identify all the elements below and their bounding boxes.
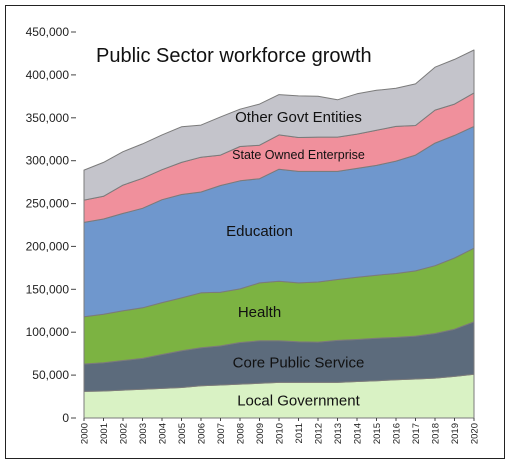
series-label-core-public-service: Core Public Service [233, 354, 365, 371]
x-tick-label: 2010 [275, 423, 286, 444]
x-tick-label: 2019 [450, 423, 461, 444]
x-axis: 2000 2001 2002 2003 2004 2005 2006 2007 2008 2009… [80, 418, 481, 444]
x-tick-label: 2002 [119, 423, 130, 444]
series-label-state-owned-enterprise: State Owned Enterprise [232, 148, 365, 162]
y-tick-label: 350,000 [26, 111, 70, 125]
series-label-local-government: Local Government [237, 393, 360, 410]
x-tick-label: 2001 [99, 423, 110, 444]
y-tick-label: 100,000 [26, 325, 70, 339]
x-tick-label: 2013 [333, 423, 344, 444]
series-label-education: Education [226, 223, 293, 240]
x-tick-label: 2007 [216, 423, 227, 444]
series-label-health: Health [238, 304, 281, 321]
x-tick-label: 2016 [392, 423, 403, 444]
x-tick-label: 2017 [411, 423, 422, 444]
y-tick-label: 250,000 [26, 197, 70, 211]
x-tick-label: 2005 [177, 423, 188, 444]
x-tick-label: 2012 [314, 423, 325, 444]
x-tick-label: 2020 [470, 423, 481, 444]
series-label-other-govt-entities: Other Govt Entities [235, 109, 362, 126]
y-tick-label: 150,000 [26, 282, 70, 296]
x-tick-label: 2004 [158, 423, 169, 444]
x-tick-label: 2008 [236, 423, 247, 444]
x-tick-label: 2014 [353, 423, 364, 444]
x-tick-label: 2011 [294, 423, 305, 443]
series-labels: Local Government Core Public Service Healt… [226, 109, 365, 410]
chart-title: Public Sector workforce growth [96, 45, 372, 67]
y-axis: 0 50,000 100,000 150,000 200,000 250,000 300,0… [26, 25, 76, 425]
y-tick-label: 450,000 [26, 25, 70, 39]
x-tick-label: 2000 [80, 423, 91, 444]
x-tick-label: 2009 [255, 423, 266, 444]
y-tick-label: 400,000 [26, 68, 70, 82]
y-tick-label: 0 [62, 411, 69, 425]
y-tick-label: 300,000 [26, 154, 70, 168]
x-tick-label: 2003 [138, 423, 149, 444]
x-tick-label: 2018 [431, 423, 442, 444]
area-other-govt-entities [83, 49, 475, 201]
y-tick-label: 200,000 [26, 239, 70, 253]
y-tick-label: 50,000 [32, 368, 69, 382]
x-tick-label: 2006 [197, 423, 208, 444]
area-layers [83, 49, 475, 419]
x-tick-label: 2015 [372, 423, 383, 444]
